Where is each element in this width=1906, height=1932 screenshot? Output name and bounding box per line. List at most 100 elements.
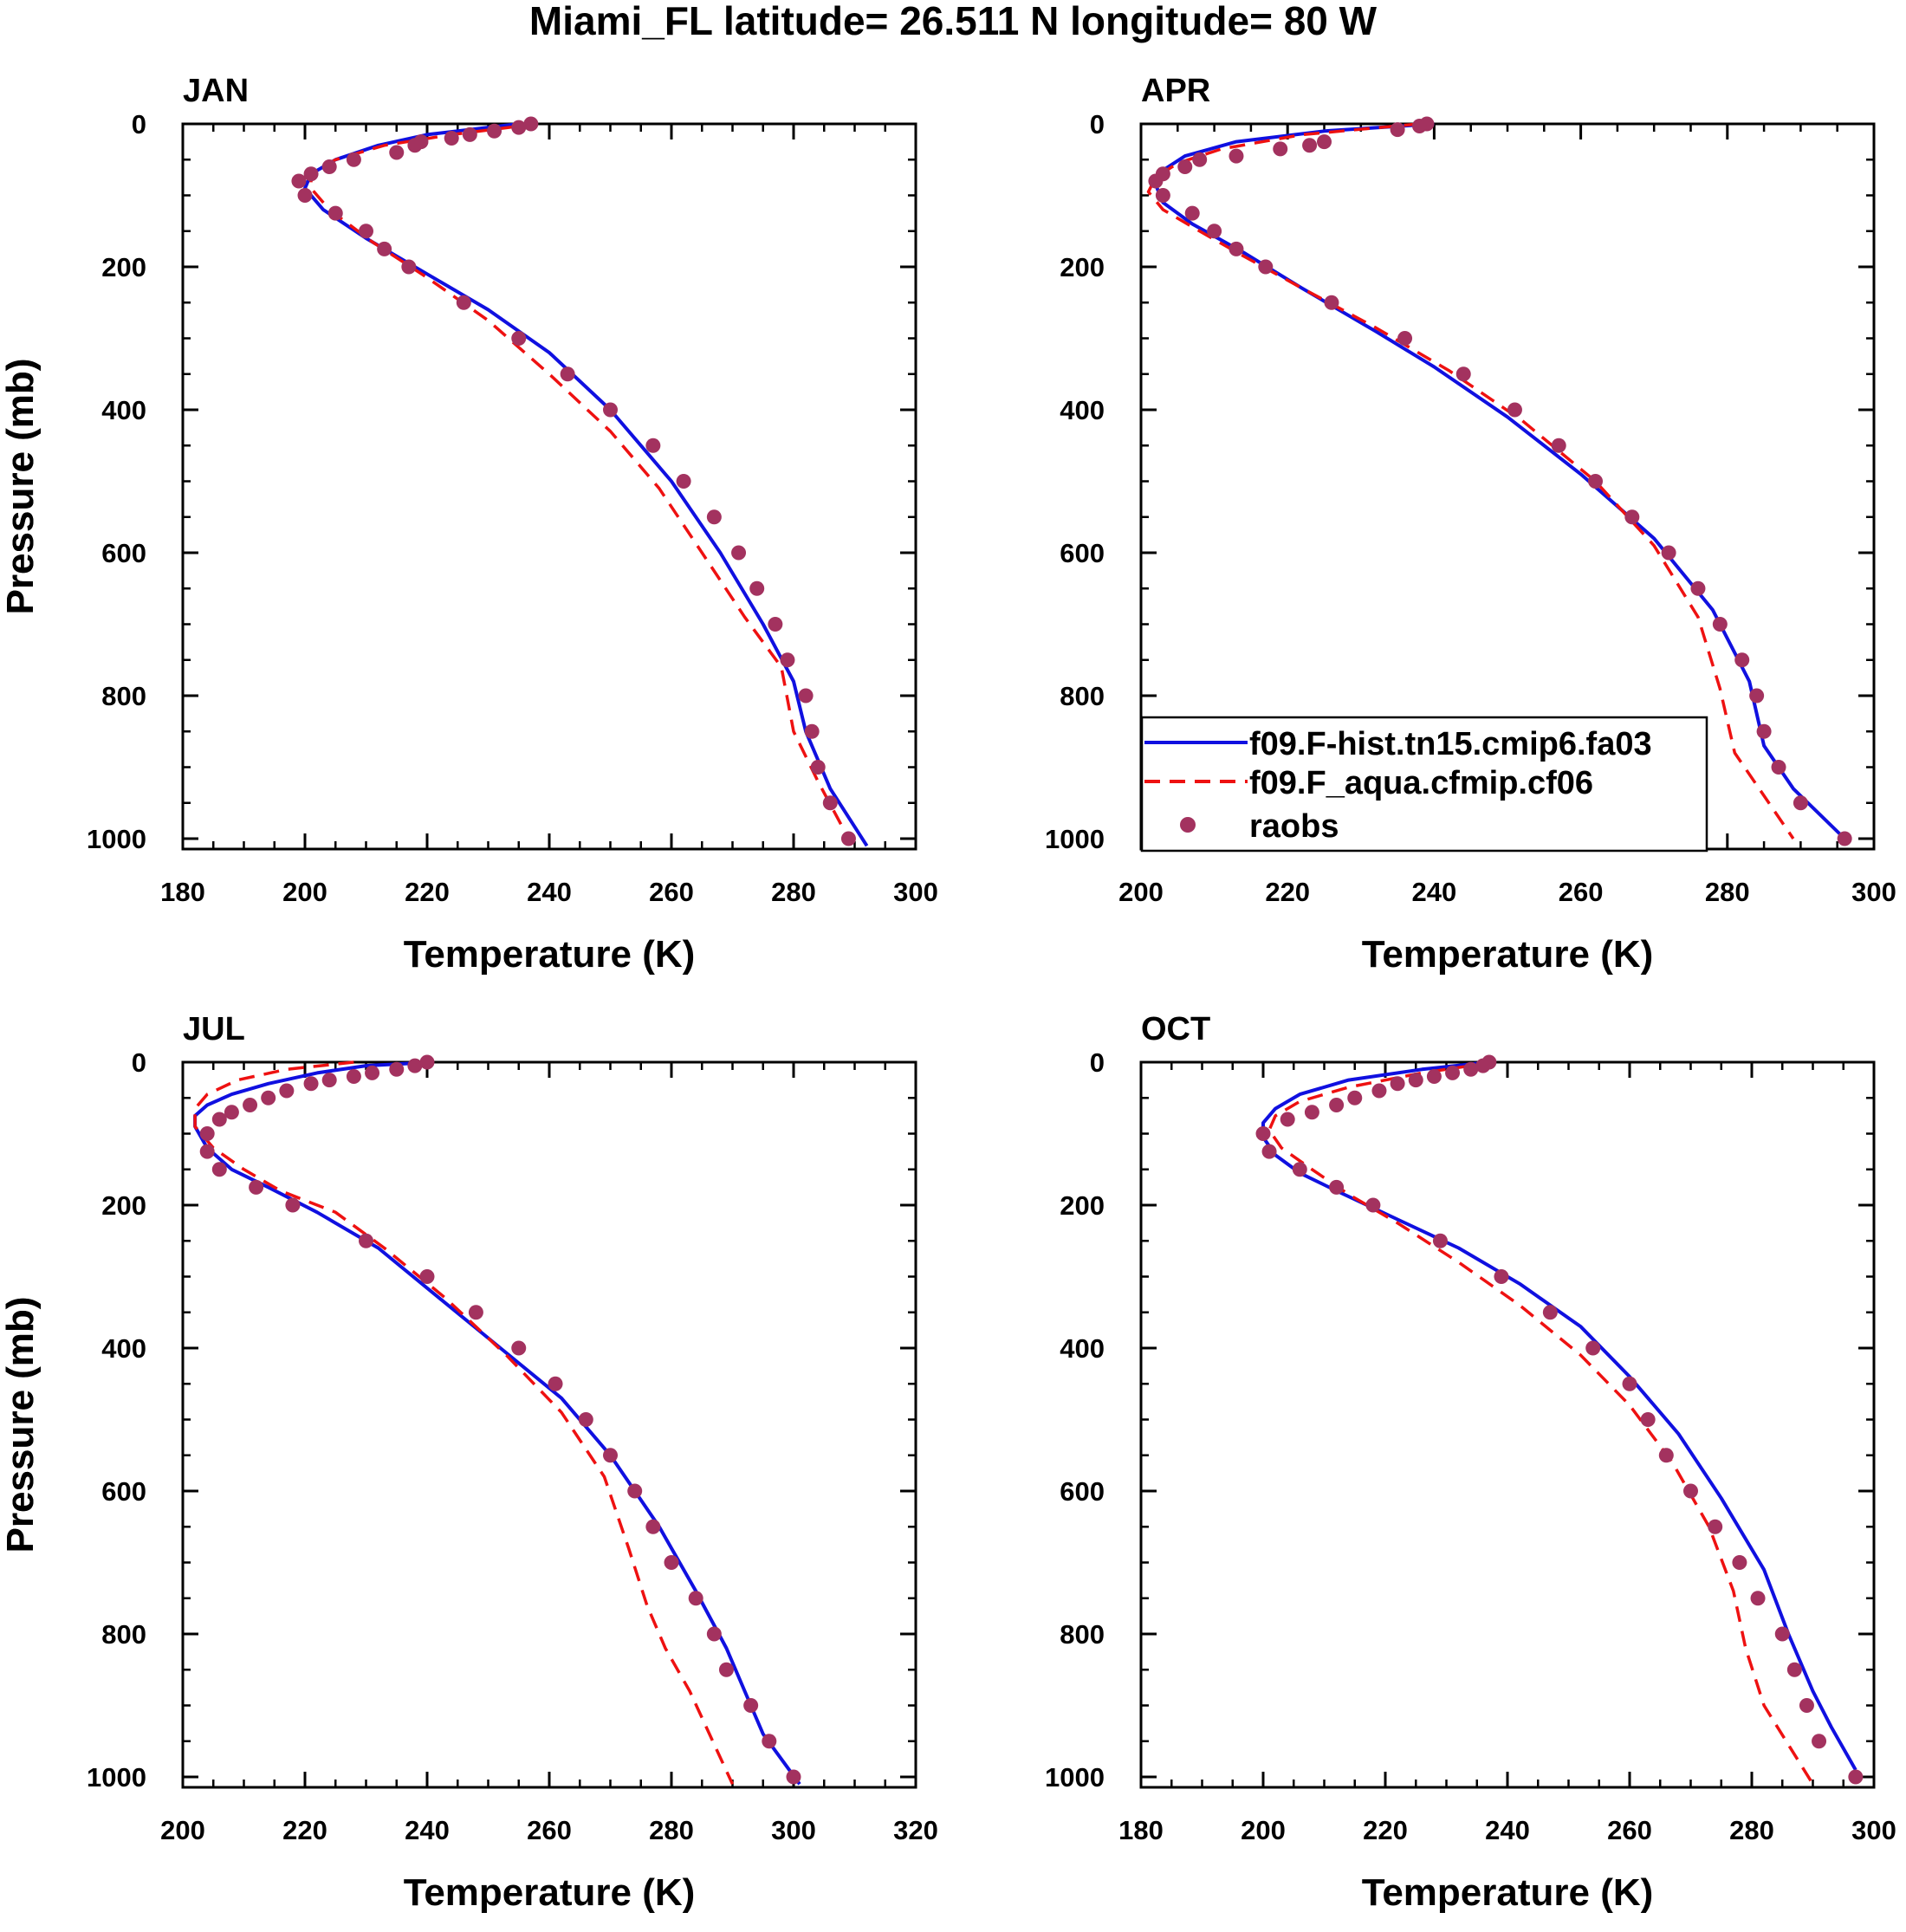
- raobs-point: [407, 138, 423, 153]
- raobs-point: [523, 116, 539, 132]
- raobs-point: [1837, 831, 1852, 846]
- y-axis-label: Pressure (mb): [0, 359, 42, 615]
- x-tick-label: 200: [160, 1815, 205, 1845]
- series-line-fhist: [1153, 122, 1846, 840]
- series-line-aqua: [1146, 122, 1795, 840]
- raobs-point: [804, 723, 820, 739]
- x-tick-label: 280: [1729, 1815, 1774, 1845]
- x-tick-label: 220: [1265, 877, 1310, 907]
- raobs-point: [297, 188, 313, 203]
- raobs-point: [1445, 1065, 1461, 1080]
- raobs-point: [1390, 122, 1405, 138]
- raobs-point: [419, 1269, 435, 1284]
- y-tick-label: 0: [1090, 1047, 1105, 1078]
- raobs-point: [1588, 474, 1604, 489]
- y-tick-label: 1000: [1045, 824, 1105, 854]
- raobs-point: [1261, 1144, 1277, 1159]
- raobs-point: [511, 331, 527, 346]
- raobs-point: [1848, 1769, 1864, 1785]
- x-tick-label: 320: [893, 1815, 938, 1845]
- raobs-point: [749, 580, 765, 596]
- raobs-point: [762, 1734, 777, 1749]
- raobs-point: [743, 1698, 759, 1713]
- x-tick-label: 280: [771, 877, 816, 907]
- legend-box: [1140, 716, 1708, 853]
- y-tick-label: 200: [101, 1190, 146, 1221]
- raobs-point: [798, 688, 814, 703]
- y-tick-label: 600: [1060, 1476, 1105, 1507]
- x-tick-label: 260: [1607, 1815, 1652, 1845]
- raobs-point: [627, 1483, 643, 1499]
- y-tick-label: 800: [1060, 1619, 1105, 1650]
- y-tick-label: 600: [101, 1476, 146, 1507]
- x-axis-label: Temperature (K): [1362, 1871, 1654, 1914]
- raobs-point: [1786, 1662, 1802, 1677]
- raobs-point: [1329, 1179, 1345, 1195]
- raobs-point: [321, 1073, 337, 1088]
- raobs-point: [327, 205, 343, 221]
- y-axis-label: Pressure (mb): [0, 1297, 42, 1553]
- x-tick-label: 300: [893, 877, 938, 907]
- raobs-point: [1640, 1412, 1656, 1427]
- raobs-point: [291, 173, 307, 189]
- x-tick-label: 200: [282, 877, 327, 907]
- raobs-point: [1683, 1483, 1698, 1499]
- raobs-point: [1463, 1061, 1479, 1077]
- raobs-point: [603, 1448, 618, 1463]
- raobs-point: [676, 474, 691, 489]
- y-tick-label: 400: [1060, 395, 1105, 425]
- series-line-aqua: [309, 122, 851, 840]
- raobs-point: [444, 131, 459, 146]
- y-axis-label: Pressure (mb): [0, 1297, 42, 1553]
- raobs-point: [462, 126, 477, 142]
- panel-jul: JUL 200 220 240 260 280 300 320 0 200 400 600 800 100…: [0, 1011, 938, 1914]
- raobs-point: [1475, 1058, 1491, 1073]
- raobs-point: [389, 145, 405, 160]
- x-tick-label: 240: [1485, 1815, 1530, 1845]
- raobs-point: [1749, 688, 1765, 703]
- raobs-point: [1507, 402, 1522, 418]
- raobs-point: [359, 1233, 373, 1248]
- raobs-point: [1304, 1105, 1319, 1120]
- y-tick-label: 1000: [87, 1762, 146, 1793]
- series-line-aqua: [193, 1060, 735, 1786]
- raobs-point: [1793, 795, 1808, 811]
- raobs-point: [1411, 118, 1427, 133]
- raobs-point: [1397, 331, 1413, 346]
- raobs-point: [1455, 366, 1471, 382]
- y-tick-label: 0: [1090, 109, 1105, 139]
- raobs-point: [1302, 138, 1318, 153]
- raobs-point: [645, 1519, 661, 1534]
- raobs-point: [1408, 1073, 1423, 1088]
- raobs-point: [346, 1069, 361, 1084]
- raobs-point: [1255, 1126, 1271, 1141]
- raobs-point: [1347, 1090, 1363, 1105]
- raobs-point: [810, 760, 826, 775]
- series-line-fhist: [193, 1060, 801, 1786]
- y-tick-label: 600: [1060, 538, 1105, 568]
- panel-label: JUL: [183, 1011, 245, 1047]
- x-tick-label: 260: [1559, 877, 1604, 907]
- raobs-point: [768, 617, 783, 632]
- raobs-point: [249, 1179, 264, 1195]
- x-tick-label: 240: [1412, 877, 1457, 907]
- legend: f09.F-hist.tn15.cmip6.fa03f09.F_aqua.cfm…: [1140, 716, 1708, 853]
- raobs-point: [1280, 1112, 1295, 1127]
- raobs-point: [511, 120, 527, 135]
- raobs-point: [1390, 1076, 1405, 1092]
- x-tick-label: 300: [1851, 1815, 1896, 1845]
- raobs-point: [1812, 1734, 1827, 1749]
- raobs-point: [1184, 205, 1200, 221]
- x-tick-label: 300: [1851, 877, 1896, 907]
- raobs-point: [243, 1098, 258, 1112]
- raobs-point: [211, 1112, 227, 1127]
- panel-label: OCT: [1141, 1011, 1210, 1047]
- y-tick-label: 600: [101, 538, 146, 568]
- raobs-point: [377, 241, 392, 256]
- raobs-point: [786, 1769, 801, 1785]
- raobs-point: [840, 831, 856, 846]
- series-line-fhist: [1261, 1060, 1857, 1771]
- legend-label: f09.F_aqua.cfmip.cf06: [1249, 765, 1593, 801]
- y-tick-label: 200: [1060, 1190, 1105, 1221]
